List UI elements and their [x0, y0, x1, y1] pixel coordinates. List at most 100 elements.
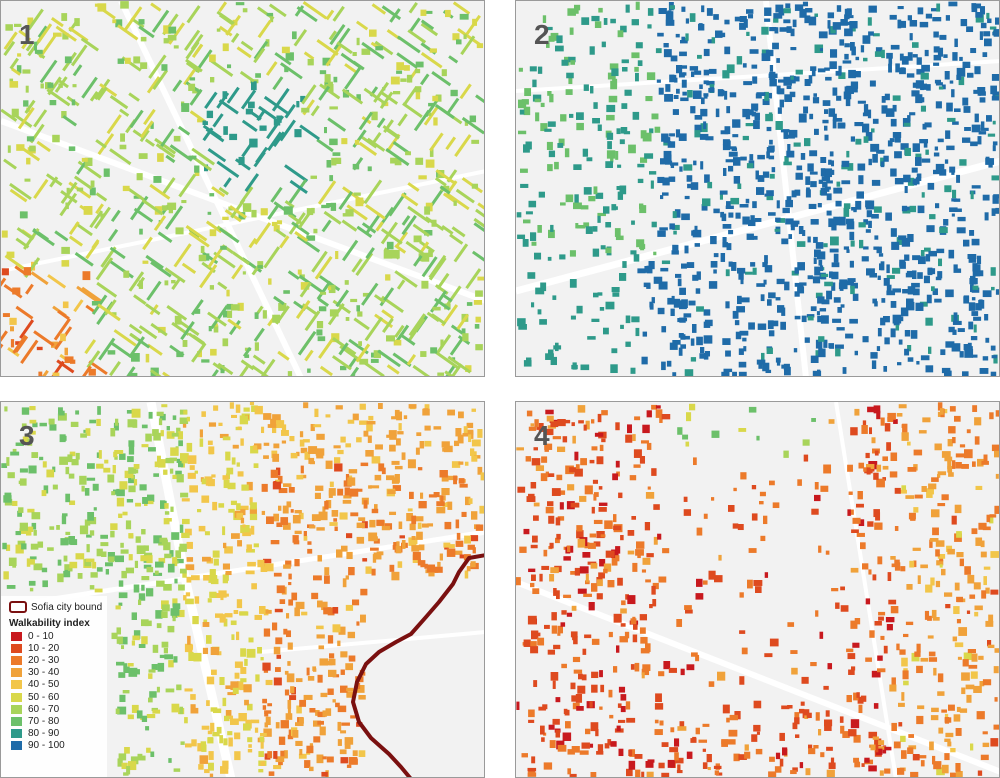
- building: [900, 735, 906, 742]
- building: [463, 426, 468, 434]
- building: [992, 91, 999, 99]
- map-panel-4[interactable]: 4: [515, 401, 1000, 778]
- building: [768, 212, 776, 216]
- building: [31, 452, 39, 459]
- map-panel-3[interactable]: 3 Sofia city bound Walkability index 0 -…: [0, 401, 485, 778]
- building: [748, 219, 756, 227]
- building: [925, 317, 933, 326]
- building: [113, 329, 137, 347]
- building: [955, 453, 965, 458]
- building: [159, 413, 166, 421]
- building: [570, 682, 576, 690]
- building: [682, 434, 689, 440]
- building: [911, 90, 920, 97]
- building: [129, 667, 138, 673]
- building: [110, 530, 115, 538]
- building: [742, 135, 749, 141]
- building: [172, 598, 178, 607]
- building: [597, 212, 606, 217]
- building: [907, 357, 914, 362]
- building: [260, 741, 264, 749]
- building: [16, 65, 22, 74]
- building: [89, 187, 96, 196]
- building: [756, 283, 766, 287]
- building: [105, 569, 110, 575]
- building: [119, 453, 126, 460]
- building: [827, 663, 833, 670]
- building: [468, 498, 473, 504]
- building: [19, 528, 27, 534]
- building: [327, 286, 332, 291]
- building: [415, 61, 424, 68]
- building: [273, 765, 282, 770]
- building: [939, 227, 948, 234]
- building: [569, 27, 574, 35]
- building: [437, 561, 441, 567]
- building: [98, 450, 102, 459]
- building: [304, 760, 311, 768]
- building: [150, 494, 154, 499]
- building: [978, 522, 987, 530]
- building: [783, 161, 792, 166]
- building: [331, 510, 339, 517]
- building: [610, 364, 618, 374]
- building: [640, 648, 650, 654]
- building: [597, 215, 601, 223]
- building: [790, 770, 797, 775]
- building: [296, 6, 318, 23]
- building: [116, 488, 125, 497]
- building: [150, 261, 172, 278]
- building: [468, 434, 472, 443]
- building: [22, 436, 29, 444]
- building: [574, 451, 579, 461]
- building: [982, 742, 990, 748]
- building: [886, 284, 892, 292]
- map-panel-1[interactable]: 1: [0, 0, 485, 377]
- building: [979, 91, 986, 96]
- building: [818, 259, 823, 266]
- building: [916, 643, 921, 653]
- building: [300, 447, 308, 454]
- building: [575, 694, 583, 703]
- building: [980, 551, 987, 558]
- building: [272, 131, 286, 148]
- building: [516, 212, 522, 218]
- building: [356, 621, 360, 626]
- building: [314, 256, 333, 280]
- building: [898, 489, 907, 494]
- building: [919, 301, 928, 307]
- building: [333, 518, 338, 522]
- building: [948, 249, 955, 259]
- building: [823, 339, 828, 348]
- building: [90, 180, 95, 188]
- building: [126, 766, 131, 775]
- building: [424, 425, 431, 431]
- building: [884, 768, 891, 774]
- building: [189, 110, 207, 124]
- building: [917, 575, 921, 584]
- building: [30, 430, 36, 435]
- map-panel-2[interactable]: 2: [515, 0, 1000, 377]
- building: [975, 537, 983, 546]
- building: [625, 434, 633, 443]
- legend-swatch: [11, 704, 22, 714]
- building: [310, 424, 315, 432]
- building: [428, 102, 434, 107]
- building: [820, 315, 829, 324]
- building: [413, 235, 422, 243]
- building: [230, 304, 240, 311]
- building: [661, 361, 666, 371]
- building: [287, 642, 293, 650]
- building: [814, 266, 821, 276]
- building: [122, 690, 130, 694]
- building: [154, 137, 177, 155]
- building: [408, 404, 417, 409]
- building: [111, 632, 118, 640]
- building: [531, 756, 536, 764]
- building: [128, 668, 138, 677]
- building: [641, 440, 649, 444]
- building: [585, 226, 593, 234]
- building: [626, 768, 633, 777]
- building: [407, 318, 426, 343]
- building: [461, 328, 466, 335]
